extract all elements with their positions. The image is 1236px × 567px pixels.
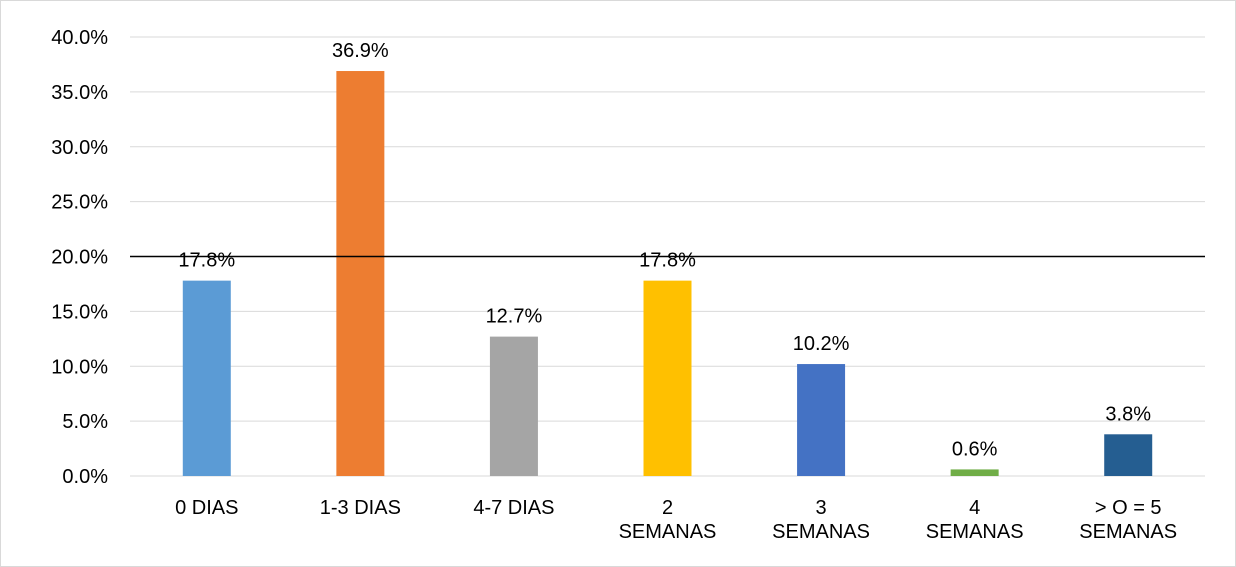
bar <box>182 280 231 476</box>
bar <box>1104 434 1153 476</box>
y-tick-label: 15.0% <box>51 301 108 323</box>
value-label: 10.2% <box>793 333 850 355</box>
value-label: 36.9% <box>332 40 389 62</box>
y-tick-label: 20.0% <box>51 247 108 269</box>
y-tick-label: 5.0% <box>62 411 108 433</box>
y-tick-label: 25.0% <box>51 192 108 214</box>
x-tick-label: 0 DIAS <box>175 497 239 519</box>
value-label: 17.8% <box>178 250 235 272</box>
x-tick-label: 1-3 DIAS <box>319 497 401 519</box>
value-label: 12.7% <box>486 306 543 328</box>
y-tick-label: 40.0% <box>51 27 108 49</box>
bar <box>950 469 999 476</box>
bar <box>336 71 385 477</box>
x-tick-label: 4 SEMANAS <box>925 497 1024 543</box>
bar <box>797 364 846 476</box>
value-label: 3.8% <box>1105 403 1151 425</box>
y-tick-label: 30.0% <box>51 137 108 159</box>
value-label: 0.6% <box>952 438 998 460</box>
y-tick-label: 35.0% <box>51 82 108 104</box>
x-tick-label: 2 SEMANAS <box>618 497 717 543</box>
value-label: 17.8% <box>639 250 696 272</box>
y-tick-label: 0.0% <box>62 466 108 488</box>
bar <box>489 336 538 476</box>
bar <box>643 280 692 476</box>
x-tick-label: > O = 5 SEMANAS <box>1079 497 1178 543</box>
x-tick-label: 4-7 DIAS <box>473 497 555 519</box>
x-tick-label: 3 SEMANAS <box>772 497 870 543</box>
y-tick-label: 10.0% <box>51 356 108 378</box>
